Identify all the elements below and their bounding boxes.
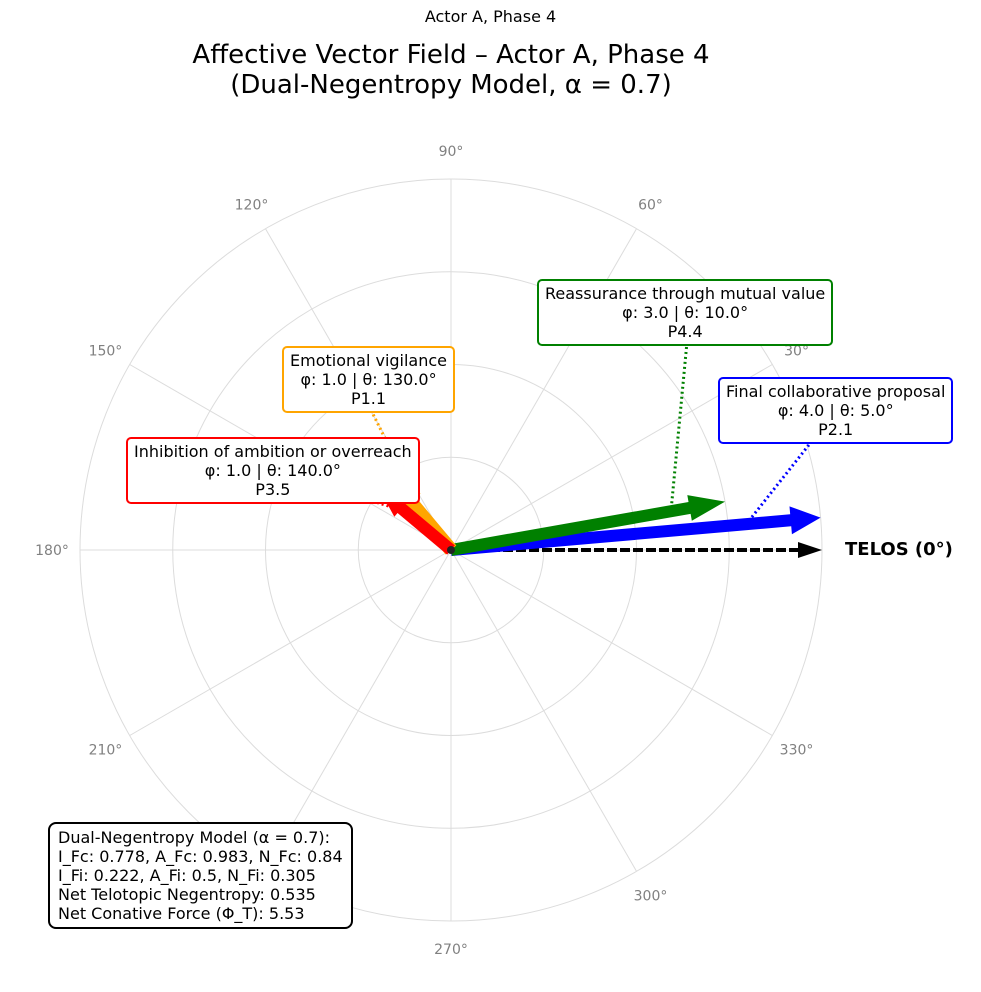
annotation-label: Final collaborative proposal — [726, 382, 946, 401]
angular-gridline — [265, 549, 452, 872]
stats-line-negentropy: Net Telotopic Negentropy: 0.535 — [58, 885, 316, 904]
chart-title: Affective Vector Field – Actor A, Phase … — [100, 40, 802, 100]
annotation-leader-line — [669, 341, 689, 512]
stats-line-model: Dual-Negentropy Model (α = 0.7): — [58, 828, 331, 847]
chart-subtitle: (Dual-Negentropy Model, α = 0.7) — [230, 70, 672, 100]
vector-arrow-P3-5 — [379, 490, 455, 555]
annotation-values: φ: 4.0 | θ: 5.0° — [777, 401, 894, 420]
annotation-reassurance: Reassurance through mutual value φ: 3.0 … — [537, 279, 834, 346]
angular-gridline — [450, 549, 773, 736]
annotation-label: Emotional vigilance — [290, 351, 448, 370]
annotation-id: P1.1 — [350, 389, 387, 408]
stats-line-conative-force: Net Conative Force (Φ_T): 5.53 — [58, 904, 305, 923]
telos-label: TELOS (0°) — [845, 539, 953, 560]
angular-gridline — [450, 228, 637, 551]
angle-tick-label: 150° — [89, 344, 123, 360]
annotation-id: P2.1 — [818, 420, 854, 439]
angular-gridline — [450, 549, 637, 872]
vector-arrows — [379, 478, 822, 558]
annotation-values: φ: 1.0 | θ: 130.0° — [300, 370, 437, 389]
annotation-final-collaborative-proposal: Final collaborative proposal φ: 4.0 | θ:… — [718, 377, 954, 444]
vector-arrow-P2-1 — [450, 506, 821, 556]
angular-gridline — [129, 549, 452, 736]
vector-arrow-P4-4 — [449, 495, 726, 556]
annotation-emotional-vigilance: Emotional vigilance φ: 1.0 | θ: 130.0° P… — [282, 346, 456, 413]
angle-tick-label: 30° — [784, 344, 809, 360]
stats-line-fc: I_Fc: 0.778, A_Fc: 0.983, N_Fc: 0.84 — [58, 847, 343, 866]
angle-tick-label: 120° — [235, 197, 269, 213]
angle-tick-label: 90° — [439, 144, 464, 160]
angle-tick-label: 180° — [35, 543, 69, 559]
annotation-values: φ: 3.0 | θ: 10.0° — [622, 303, 749, 322]
annotation-id: P3.5 — [255, 480, 291, 499]
annotation-id: P4.4 — [667, 322, 703, 341]
angle-tick-label: 300° — [634, 889, 668, 905]
angle-tick-label: 210° — [89, 743, 123, 759]
model-stats-box: Dual-Negentropy Model (α = 0.7): I_Fc: 0… — [48, 822, 353, 929]
annotation-leader-line — [746, 440, 814, 523]
page-title: Actor A, Phase 4 — [424, 7, 557, 26]
stats-line-fi: I_Fi: 0.222, A_Fi: 0.5, N_Fi: 0.305 — [58, 866, 316, 885]
annotation-values: φ: 1.0 | θ: 140.0° — [204, 461, 341, 480]
annotation-inhibition: Inhibition of ambition or overreach φ: 1… — [126, 437, 420, 504]
angle-tick-label: 270° — [434, 942, 468, 958]
origin-point — [447, 546, 455, 554]
chart-title-main: Affective Vector Field – Actor A, Phase … — [192, 40, 710, 70]
annotation-label: Inhibition of ambition or overreach — [134, 442, 412, 461]
telos-arrow-head — [798, 542, 822, 558]
angle-tick-label: 330° — [780, 743, 814, 759]
annotation-label: Reassurance through mutual value — [545, 284, 826, 303]
angle-tick-label: 60° — [638, 197, 663, 213]
